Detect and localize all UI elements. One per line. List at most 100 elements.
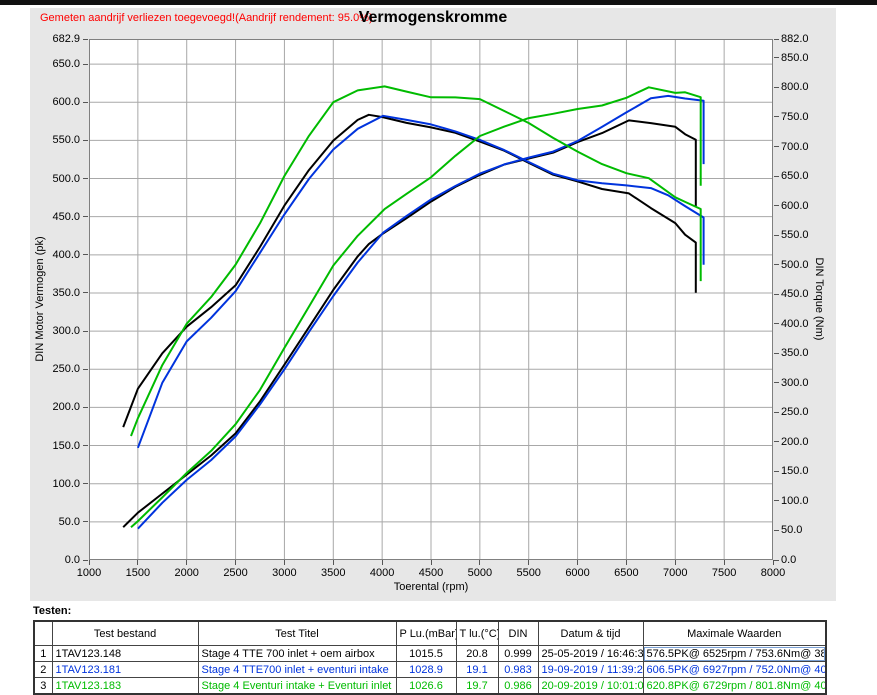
test-titel-cell: Stage 4 TTE 700 inlet + oem airbox [197,645,397,662]
right-axis-tick-label: 700.0 [781,140,809,153]
right-axis-tick [774,205,779,207]
right-axis-tick [774,382,779,384]
right-axis-tick [774,293,779,295]
column-header-test-titel: Test Titel [197,620,397,646]
x-axis-tick-label: 8000 [760,567,786,579]
x-axis-tick-label: 7000 [663,567,688,579]
left-axis-tick-label: 250.0 [52,363,80,376]
left-axis-tick [83,63,88,65]
left-axis-tick [83,483,88,485]
column-header-datum-tijd: Datum & tijd [537,620,644,646]
x-axis-tick-label: 6500 [614,567,639,579]
left-axis-tick-label: 50.0 [58,515,80,528]
x-axis-tick-label: 7500 [711,567,737,579]
test-row-3[interactable]: 3 1TAV123.183 Stage 4 Eventuri intake + … [33,677,827,695]
table-section-label: Testen: [33,605,72,617]
window-top-border [0,0,877,5]
left-axis-tick [83,521,88,523]
din-cell: 0.986 [497,677,539,695]
row-index: 2 [33,661,53,678]
right-axis-tick-label: 550.0 [781,229,809,242]
left-axis-tick-label: 200.0 [52,401,80,414]
right-axis-tick [774,352,779,354]
tests-table: Test bestand Test Titel P Lu.(mBar) T lu… [33,620,827,695]
left-axis-tick [83,406,88,408]
p-lu-cell: 1015.5 [395,645,457,662]
x-axis-tick [186,560,188,565]
maximale-waarden-cell: 606.5PK@ 6927rpm / 752.0Nm@ 4010rpm [642,661,827,678]
left-axis-tick [83,292,88,294]
x-axis-tick-label: 1000 [76,567,102,579]
right-axis-tick-label: 200.0 [781,435,809,448]
right-axis-tick-label: 650.0 [781,170,809,183]
left-axis-tick-label: 650.0 [52,58,80,71]
right-axis-tick [774,175,779,177]
right-axis-tick-label: 800.0 [781,81,809,94]
x-axis-tick-label: 5500 [516,567,541,579]
x-axis-tick-label: 2500 [223,567,248,579]
drivetrain-loss-note: Gemeten aandrijf verliezen toegevoegd!(A… [40,12,373,24]
left-axis-tick-label: 500.0 [52,172,80,185]
test-bestand-cell: 1TAV123.183 [51,677,199,695]
t-lu-cell: 19.7 [455,677,499,695]
right-axis-tick [774,86,779,88]
maximale-waarden-cell-selected[interactable]: 576.5PK@ 6525rpm / 753.6Nm@ 3863rpm [642,645,827,662]
right-axis-tick [774,529,779,531]
right-axis-tick-label: 300.0 [781,376,809,389]
p-lu-cell: 1026.6 [395,677,457,695]
right-axis-tick-label: 150.0 [781,465,809,478]
right-axis-tick-label: 0.0 [781,554,797,566]
x-axis-tick [772,560,774,565]
x-axis-tick [479,560,481,565]
right-axis-tick [774,411,779,413]
left-axis-tick-label: 350.0 [52,286,80,299]
x-axis-tick [137,560,139,565]
datum-tijd-cell: 20-09-2019 / 10:01:08 [537,677,644,695]
t-lu-cell: 20.8 [455,645,499,662]
test-titel-cell: Stage 4 TTE700 inlet + eventuri intake [197,661,397,678]
right-axis-tick [774,116,779,118]
left-axis-tick [83,178,88,180]
test-bestand-cell: 1TAV123.148 [51,645,199,662]
x-axis-tick-label: 1500 [125,567,151,579]
left-axis-tick-label: 400.0 [52,248,80,261]
x-axis-tick [235,560,237,565]
t-lu-cell: 19.1 [455,661,499,678]
x-axis-tick [625,560,627,565]
test-bestand-cell: 1TAV123.181 [51,661,199,678]
left-axis-tick [83,330,88,332]
curves-canvas [89,39,773,560]
right-axis-tick-label: 50.0 [781,524,803,537]
x-axis-tick [528,560,530,565]
test-row-1[interactable]: 1 1TAV123.148 Stage 4 TTE 700 inlet + oe… [33,645,827,662]
row-index: 3 [33,677,53,695]
right-axis-tick-label: 250.0 [781,406,809,419]
x-axis-tick [88,560,90,565]
right-axis-tick [774,470,779,472]
left-axis-tick [83,38,88,40]
left-axis-tick [83,368,88,370]
chart-title: Vermogenskromme [358,9,508,26]
datum-tijd-cell: 25-05-2019 / 16:46:36 [537,645,644,662]
x-axis-tick [577,560,579,565]
left-axis-tick-label: 600.0 [52,96,80,109]
right-axis-tick-label: 750.0 [781,110,809,123]
maximale-waarden-cell: 620.8PK@ 6729rpm / 801.8Nm@ 4025rpm [642,677,827,695]
left-axis-tick [83,559,88,561]
row-index: 1 [33,645,53,662]
x-axis-tick-label: 5000 [467,567,493,579]
right-axis-tick [774,38,779,40]
right-axis-tick [774,57,779,59]
x-axis-tick-label: 4000 [369,567,395,579]
left-axis-tick [83,216,88,218]
test-row-2[interactable]: 2 1TAV123.181 Stage 4 TTE700 inlet + eve… [33,661,827,678]
x-axis-tick [381,560,383,565]
x-axis-tick [430,560,432,565]
right-axis-tick [774,323,779,325]
column-header-din: DIN [497,620,539,646]
right-axis-tick-label: 450.0 [781,288,809,301]
right-axis-tick-label: 400.0 [781,317,809,330]
left-axis-tick [83,101,88,103]
x-axis-tick-label: 3500 [321,567,346,579]
